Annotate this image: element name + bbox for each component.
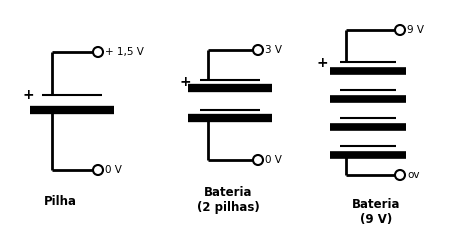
Circle shape	[93, 165, 103, 175]
Text: Pilha: Pilha	[43, 195, 76, 208]
Text: +: +	[179, 75, 191, 89]
Circle shape	[395, 170, 405, 180]
Text: 0 V: 0 V	[105, 165, 122, 175]
Text: 3 V: 3 V	[265, 45, 282, 55]
Text: +: +	[22, 88, 34, 102]
Text: Bateria
(2 pilhas): Bateria (2 pilhas)	[197, 186, 260, 214]
Circle shape	[93, 47, 103, 57]
Text: 0 V: 0 V	[265, 155, 282, 165]
Text: ov: ov	[407, 170, 420, 180]
Circle shape	[395, 25, 405, 35]
Text: 9 V: 9 V	[407, 25, 424, 35]
Text: Bateria
(9 V): Bateria (9 V)	[352, 198, 400, 226]
Circle shape	[253, 155, 263, 165]
Text: +: +	[316, 56, 328, 70]
Circle shape	[253, 45, 263, 55]
Text: + 1,5 V: + 1,5 V	[105, 47, 144, 57]
